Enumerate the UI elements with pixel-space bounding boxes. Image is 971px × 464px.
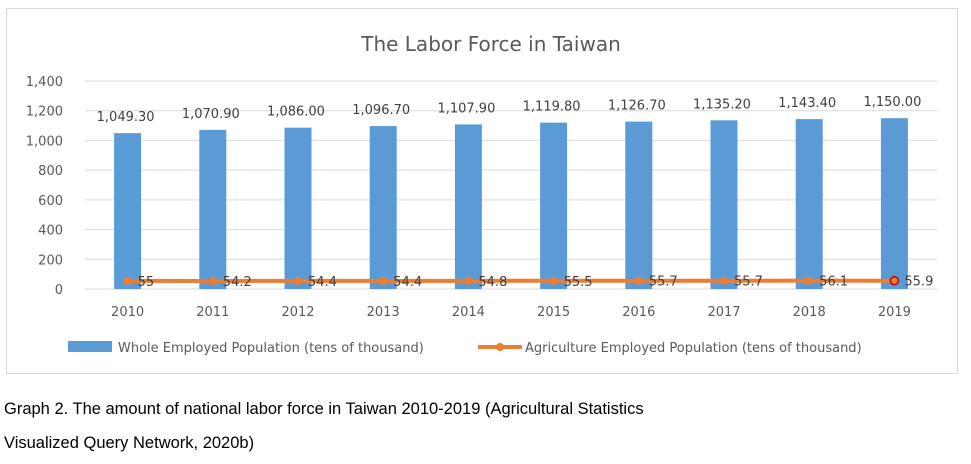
- y-tick-label: 200: [38, 253, 63, 268]
- y-tick-label: 1,400: [26, 75, 63, 90]
- y-tick-label: 400: [38, 224, 63, 239]
- y-tick-label: 0: [55, 283, 63, 298]
- x-tick-label: 2017: [707, 305, 740, 320]
- bar-value-label: 1,143.40: [778, 96, 836, 111]
- legend-line-marker: [496, 343, 504, 351]
- legend-bar-swatch: [68, 341, 112, 352]
- line-point-2010: [123, 276, 132, 285]
- x-tick-label: 2016: [622, 305, 655, 320]
- x-tick-label: 2018: [793, 305, 826, 320]
- x-tick-label: 2011: [196, 305, 229, 320]
- y-tick-label: 600: [38, 194, 63, 209]
- line-value-label: 55.9: [904, 275, 933, 290]
- bar-2014: [454, 124, 482, 290]
- bar-2011: [199, 129, 227, 289]
- bar-value-label: 1,126.70: [608, 99, 666, 114]
- labor-force-chart: The Labor Force in Taiwan 0 200 400 600 800 1,…: [26, 32, 937, 356]
- line-value-label: 55.5: [564, 275, 593, 290]
- line-value-label: 55: [138, 275, 155, 290]
- line-point-2014: [464, 276, 473, 285]
- x-tick-label: 2010: [111, 305, 144, 320]
- bar-2018: [795, 119, 823, 289]
- x-tick-label: 2015: [537, 305, 570, 320]
- chart-title: The Labor Force in Taiwan: [360, 32, 621, 56]
- bar-value-label: 1,135.20: [693, 97, 751, 112]
- line-point-2019: [889, 275, 900, 286]
- legend-bar-label: Whole Employed Population (tens of thous…: [118, 341, 424, 356]
- bar-value-label: 1,096.70: [352, 103, 410, 118]
- bar-value-label: 1,107.90: [437, 101, 495, 116]
- x-tick-label: 2019: [878, 305, 911, 320]
- x-tick-label: 2013: [367, 305, 400, 320]
- bar-2019: [880, 118, 908, 290]
- bar-2013: [369, 126, 397, 290]
- bar-2010: [114, 133, 142, 289]
- line-point-2011: [208, 276, 217, 285]
- x-tick-label: 2014: [452, 305, 485, 320]
- line-point-2016: [634, 276, 643, 285]
- chart-frame: The Labor Force in Taiwan 0 200 400 600 800 1,…: [6, 8, 958, 374]
- y-tick-label: 1,000: [26, 134, 63, 149]
- line-point-2018: [805, 276, 814, 285]
- line-value-label: 54.4: [308, 275, 337, 290]
- line-value-label: 54.8: [478, 275, 507, 290]
- bar-value-label: 1,070.90: [182, 107, 240, 122]
- bar-2017: [710, 120, 738, 290]
- y-tick-label: 800: [38, 164, 63, 179]
- legend-line-label: Agriculture Employed Population (tens of…: [525, 341, 862, 356]
- bar-2015: [540, 122, 568, 289]
- line-point-2012: [294, 276, 302, 285]
- figure-caption-line-1: Graph 2. The amount of national labor fo…: [4, 400, 644, 418]
- line-value-label: 54.4: [393, 275, 422, 290]
- line-value-label: 56.1: [819, 275, 848, 290]
- line-value-label: 55.7: [649, 275, 678, 290]
- bar-value-label: 1,086.00: [267, 105, 325, 120]
- line-point-2015: [549, 276, 558, 285]
- bar-2012: [284, 127, 312, 289]
- line-point-2013: [379, 276, 388, 285]
- bar-value-label: 1,049.30: [97, 110, 155, 125]
- line-value-label: 54.2: [223, 275, 252, 290]
- line-value-label: 55.7: [734, 275, 763, 290]
- figure-caption-line-2: Visualized Query Network, 2020b): [4, 434, 255, 452]
- bar-value-label: 1,150.00: [863, 95, 921, 110]
- bar-value-label: 1,119.80: [523, 100, 581, 115]
- x-tick-label: 2012: [281, 305, 314, 320]
- line-point-2017: [720, 276, 728, 285]
- bar-2016: [625, 121, 653, 289]
- y-tick-label: 1,200: [26, 105, 63, 120]
